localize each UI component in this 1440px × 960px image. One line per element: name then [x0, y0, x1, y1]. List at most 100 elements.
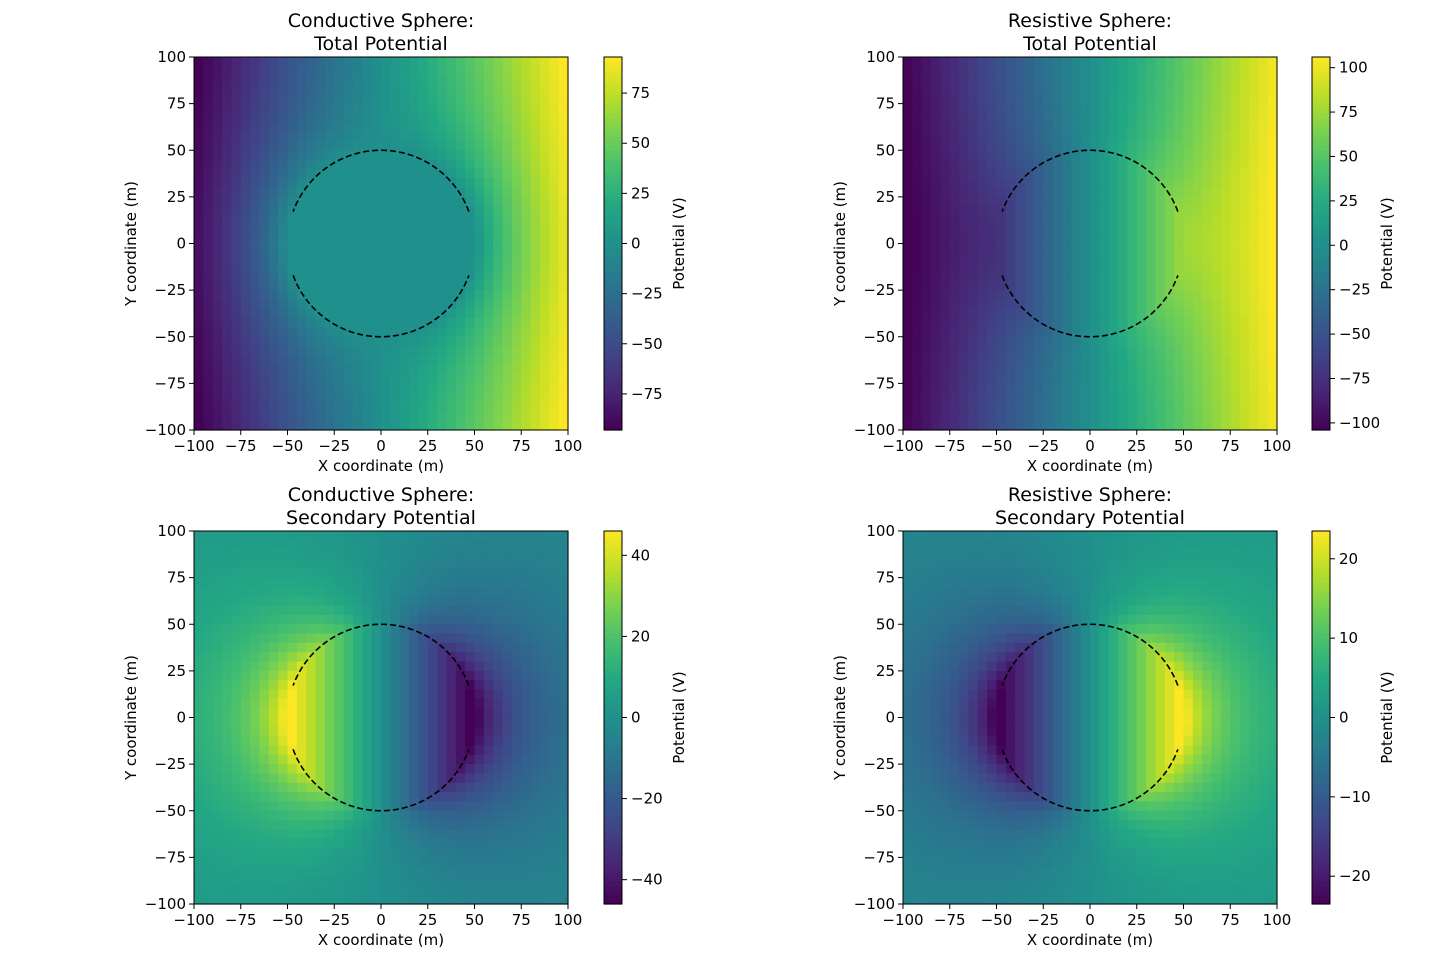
heatmap-cell: [968, 215, 979, 226]
heatmap-cell: [240, 392, 251, 403]
heatmap-cell: [343, 614, 354, 625]
heatmap-cell: [521, 411, 532, 422]
heatmap-cell: [250, 383, 261, 394]
heatmap-cell: [549, 540, 560, 551]
heatmap-cell: [1005, 168, 1016, 179]
heatmap-cell: [427, 112, 438, 123]
heatmap-cell: [511, 810, 522, 821]
heatmap-cell: [250, 420, 261, 431]
heatmap-cell: [539, 103, 550, 114]
heatmap-cell: [268, 717, 279, 728]
heatmap-cell: [455, 159, 466, 170]
heatmap-cell: [1127, 346, 1138, 356]
heatmap-cell: [539, 168, 550, 179]
heatmap-cell: [1248, 355, 1259, 366]
heatmap-cell: [530, 196, 541, 207]
heatmap-cell: [390, 876, 401, 886]
heatmap-cell: [409, 392, 419, 403]
heatmap-cell: [977, 234, 988, 245]
heatmap-cell: [381, 299, 391, 310]
heatmap-cell: [521, 318, 532, 329]
heatmap-cell: [1090, 374, 1100, 384]
heatmap-cell: [1080, 112, 1091, 123]
heatmap-cell: [1146, 346, 1157, 356]
heatmap-cell: [483, 531, 494, 541]
colorbar-segment: [604, 206, 622, 212]
heatmap-cell: [511, 829, 522, 840]
heatmap-cell: [306, 364, 317, 375]
heatmap-cell: [474, 633, 485, 644]
heatmap-cell: [1155, 122, 1166, 133]
heatmap-cell: [418, 196, 429, 207]
heatmap-cell: [381, 531, 391, 541]
heatmap-cell: [558, 318, 569, 329]
colorbar-segment: [604, 411, 622, 417]
heatmap-cell: [1248, 420, 1259, 431]
heatmap-cell: [959, 224, 970, 235]
heatmap-cell: [240, 838, 251, 849]
heatmap-cell: [1146, 187, 1157, 198]
heatmap-cell: [371, 196, 382, 207]
heatmap-cell: [306, 392, 317, 403]
heatmap-cell: [278, 290, 289, 301]
heatmap-cell: [409, 94, 419, 105]
heatmap-cell: [343, 754, 354, 765]
heatmap-cell: [427, 290, 438, 301]
heatmap-cell: [1202, 327, 1213, 338]
heatmap-cell: [511, 140, 522, 151]
heatmap-cell: [1033, 327, 1044, 338]
heatmap-cell: [203, 402, 214, 412]
heatmap-cell: [437, 187, 448, 198]
heatmap-cell: [483, 792, 494, 803]
heatmap-cell: [1146, 131, 1157, 142]
heatmap-cell: [1108, 57, 1119, 67]
heatmap-cell: [1005, 392, 1016, 403]
heatmap-cell: [268, 773, 279, 784]
heatmap-cell: [1202, 402, 1213, 412]
heatmap-cell: [306, 84, 317, 95]
heatmap-cell: [446, 829, 457, 840]
heatmap-cell: [1127, 150, 1138, 161]
heatmap-cell: [231, 820, 242, 830]
heatmap-cell: [334, 689, 345, 700]
heatmap-cell: [903, 140, 913, 151]
heatmap-cell: [381, 374, 391, 384]
heatmap-cell: [437, 383, 448, 394]
heatmap-cell: [371, 168, 382, 179]
heatmap-cell: [194, 568, 204, 579]
heatmap-cell: [315, 196, 326, 207]
heatmap-cell: [1211, 94, 1222, 105]
heatmap-cell: [343, 178, 354, 189]
heatmap-cell: [418, 262, 429, 273]
heatmap-cell: [1174, 215, 1185, 226]
heatmap-cell: [474, 383, 485, 394]
heatmap-cell: [1061, 57, 1072, 67]
heatmap-cell: [352, 206, 363, 217]
heatmap-cell: [1127, 112, 1138, 123]
heatmap-cell: [987, 187, 998, 198]
heatmap-cell: [1164, 66, 1175, 77]
colorbar-segment: [604, 70, 622, 77]
heatmap-cell: [287, 178, 298, 189]
heatmap-cell: [1258, 196, 1269, 207]
heatmap-cell: [278, 810, 289, 821]
heatmap-cell: [324, 196, 335, 207]
heatmap-cell: [912, 224, 923, 235]
heatmap-cell: [1164, 112, 1175, 123]
heatmap-cell: [1174, 103, 1185, 114]
heatmap-cell: [1071, 355, 1082, 366]
heatmap-cell: [483, 549, 494, 560]
heatmap-cell: [1155, 94, 1166, 105]
heatmap-cell: [1090, 383, 1100, 394]
heatmap-cell: [1211, 402, 1222, 412]
heatmap-cell: [1267, 383, 1278, 394]
heatmap-cell: [437, 614, 448, 625]
heatmap-cell: [474, 680, 485, 691]
heatmap-cell: [1090, 355, 1100, 366]
heatmap-cell: [959, 159, 970, 170]
heatmap-cell: [474, 252, 485, 263]
heatmap-cell: [1005, 308, 1016, 319]
heatmap-cell: [390, 829, 401, 840]
heatmap-cell: [362, 820, 373, 830]
heatmap-cell: [194, 243, 204, 254]
